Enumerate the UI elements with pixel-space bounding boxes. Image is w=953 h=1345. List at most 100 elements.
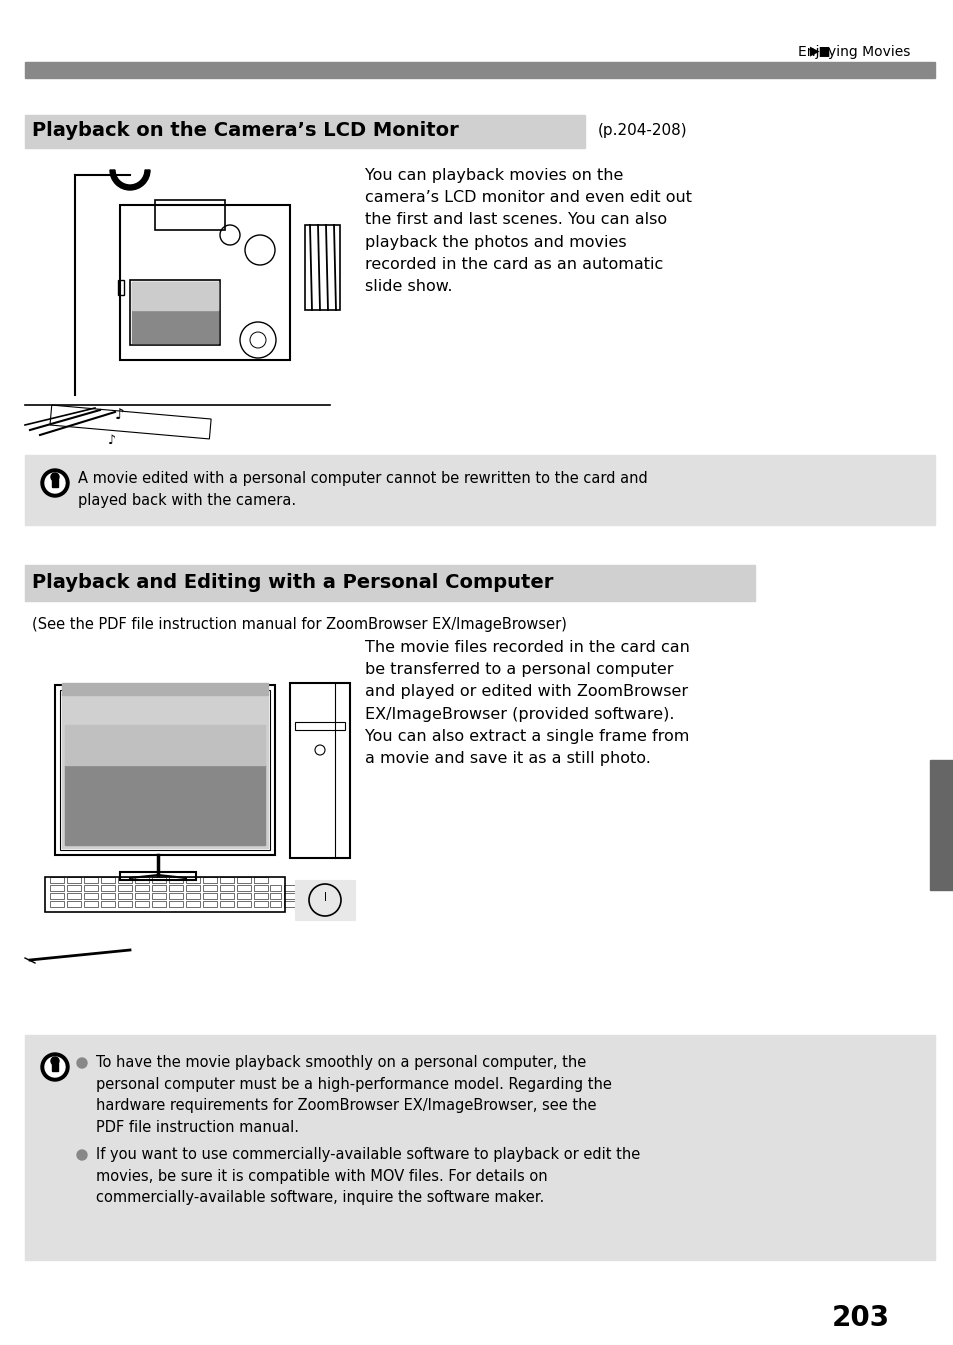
- Text: ▶■: ▶■: [809, 46, 830, 58]
- Bar: [50, 901, 64, 907]
- Circle shape: [41, 469, 69, 498]
- Bar: [220, 893, 233, 898]
- Bar: [120, 872, 195, 880]
- Bar: [52, 1063, 58, 1071]
- Bar: [118, 877, 132, 884]
- Bar: [169, 877, 183, 884]
- Bar: [152, 893, 166, 898]
- Bar: [118, 901, 132, 907]
- Wedge shape: [110, 169, 150, 190]
- Bar: [45, 877, 285, 912]
- Bar: [152, 877, 166, 884]
- Bar: [60, 690, 270, 850]
- Bar: [297, 893, 309, 898]
- Bar: [284, 885, 294, 890]
- Bar: [50, 877, 64, 884]
- Bar: [253, 901, 268, 907]
- Circle shape: [77, 1059, 87, 1068]
- Bar: [270, 893, 281, 898]
- Bar: [25, 116, 584, 148]
- Circle shape: [45, 473, 65, 494]
- Bar: [169, 901, 183, 907]
- Bar: [84, 893, 98, 898]
- Bar: [55, 685, 274, 855]
- Bar: [290, 683, 350, 858]
- Bar: [297, 901, 309, 907]
- Bar: [270, 885, 281, 890]
- Bar: [101, 885, 115, 890]
- Bar: [236, 885, 251, 890]
- Bar: [135, 893, 149, 898]
- Text: Playback on the Camera’s LCD Monitor: Playback on the Camera’s LCD Monitor: [32, 121, 458, 140]
- Bar: [152, 901, 166, 907]
- Bar: [130, 280, 220, 346]
- Bar: [169, 893, 183, 898]
- Text: (See the PDF file instruction manual for ZoomBrowser EX/ImageBrowser): (See the PDF file instruction manual for…: [32, 617, 566, 632]
- Bar: [135, 877, 149, 884]
- Bar: [25, 565, 754, 601]
- Bar: [929, 760, 953, 890]
- Bar: [62, 683, 268, 695]
- Bar: [270, 901, 281, 907]
- Bar: [186, 893, 200, 898]
- Bar: [50, 405, 211, 438]
- Bar: [132, 282, 218, 309]
- Bar: [236, 877, 251, 884]
- Bar: [132, 282, 218, 343]
- Bar: [220, 877, 233, 884]
- Bar: [169, 885, 183, 890]
- Bar: [236, 893, 251, 898]
- Bar: [67, 893, 81, 898]
- Bar: [253, 877, 268, 884]
- Bar: [118, 885, 132, 890]
- Bar: [67, 877, 81, 884]
- Text: ♪: ♪: [108, 433, 116, 447]
- Bar: [65, 725, 265, 765]
- Bar: [101, 893, 115, 898]
- Bar: [84, 885, 98, 890]
- Circle shape: [45, 1057, 65, 1077]
- Bar: [25, 455, 934, 525]
- Text: A movie edited with a personal computer cannot be rewritten to the card and
play: A movie edited with a personal computer …: [78, 471, 647, 507]
- Circle shape: [51, 473, 59, 482]
- Bar: [50, 885, 64, 890]
- Bar: [118, 280, 124, 295]
- Bar: [65, 765, 265, 845]
- Text: ♪: ♪: [115, 408, 125, 422]
- Bar: [284, 893, 294, 898]
- Bar: [120, 204, 290, 360]
- Bar: [186, 877, 200, 884]
- Bar: [25, 1036, 934, 1260]
- Bar: [297, 885, 309, 890]
- Bar: [203, 877, 216, 884]
- Text: 203: 203: [831, 1305, 889, 1332]
- Text: You can playback movies on the
camera’s LCD monitor and even edit out
the first : You can playback movies on the camera’s …: [365, 168, 691, 295]
- Circle shape: [51, 1057, 59, 1065]
- Bar: [152, 885, 166, 890]
- Bar: [101, 901, 115, 907]
- Circle shape: [77, 1150, 87, 1159]
- Circle shape: [41, 1053, 69, 1081]
- Bar: [253, 885, 268, 890]
- Bar: [253, 893, 268, 898]
- Bar: [186, 885, 200, 890]
- Bar: [203, 885, 216, 890]
- Text: To have the movie playback smoothly on a personal computer, the
personal compute: To have the movie playback smoothly on a…: [96, 1054, 611, 1135]
- Bar: [154, 200, 225, 230]
- Text: (p.204-208): (p.204-208): [598, 124, 687, 139]
- Bar: [118, 893, 132, 898]
- Bar: [50, 893, 64, 898]
- Text: The movie files recorded in the card can
be transferred to a personal computer
a: The movie files recorded in the card can…: [365, 640, 689, 767]
- Bar: [284, 901, 294, 907]
- Bar: [220, 901, 233, 907]
- Bar: [62, 691, 268, 847]
- Text: Enjoying Movies: Enjoying Movies: [797, 44, 909, 59]
- Bar: [52, 479, 58, 487]
- Bar: [294, 722, 345, 730]
- Bar: [25, 62, 934, 78]
- Bar: [220, 885, 233, 890]
- Bar: [135, 885, 149, 890]
- Bar: [84, 901, 98, 907]
- Bar: [135, 901, 149, 907]
- Bar: [67, 885, 81, 890]
